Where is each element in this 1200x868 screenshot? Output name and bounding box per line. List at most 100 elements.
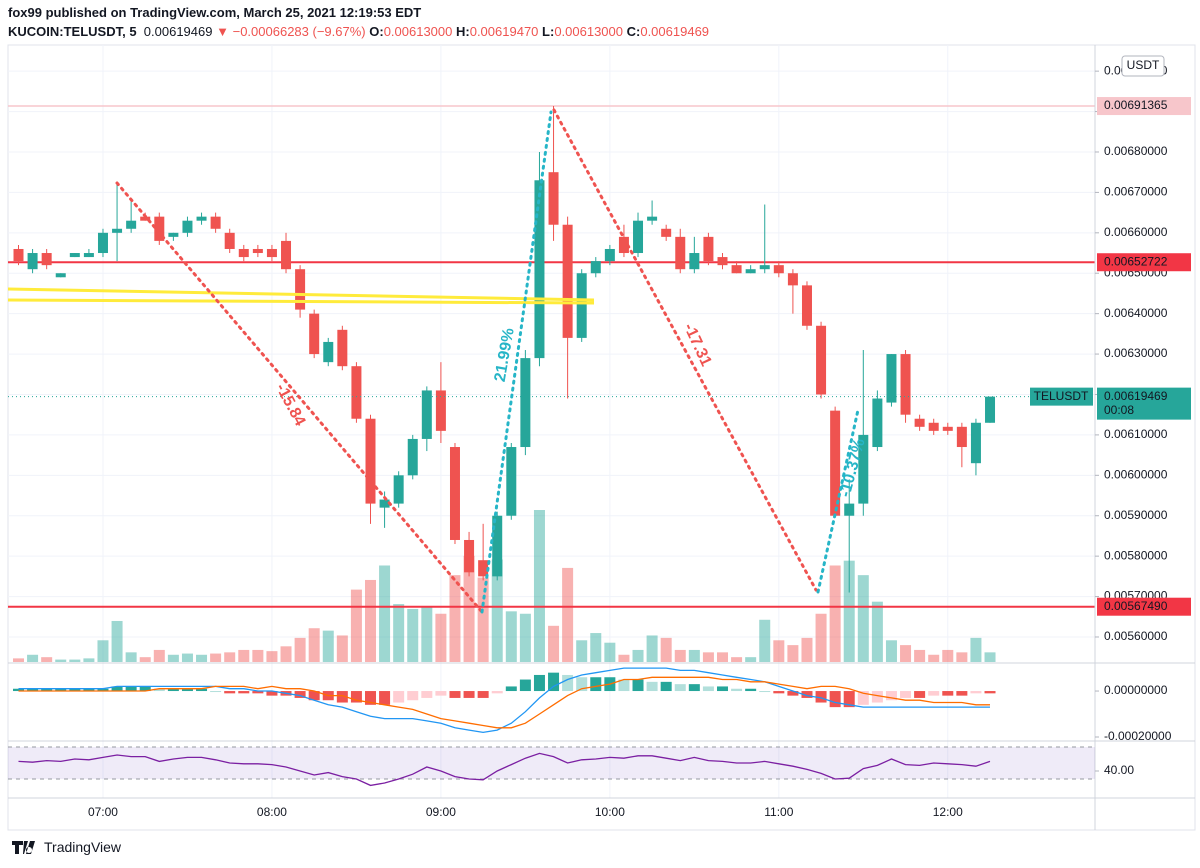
macd-histogram-bar (336, 691, 348, 703)
price-badge-label: 0.00619469 (1104, 389, 1168, 403)
volume-bar (717, 652, 728, 662)
candle-body (872, 398, 883, 448)
candle-body (773, 265, 784, 274)
macd-histogram-bar (928, 691, 940, 696)
header: fox99 published on TradingView.com, Marc… (8, 3, 709, 41)
y-tick-label: 0.00660000 (1104, 225, 1168, 239)
volume-bar (843, 560, 855, 662)
volume-bar (336, 635, 348, 662)
macd-histogram-bar (69, 688, 81, 692)
symbol-line: KUCOIN:TELUSDT, 5 0.00619469 ▼ −0.000662… (8, 22, 709, 41)
price-badge (1097, 97, 1191, 116)
macd-histogram-bar (618, 679, 630, 692)
volume-bar (970, 637, 982, 662)
volume-bar (449, 575, 461, 662)
candle-body (182, 220, 193, 233)
candle-body (365, 418, 376, 504)
volume-bar (238, 649, 250, 662)
y-tick-label: -0.00020000 (1104, 729, 1172, 743)
volume-bar (519, 613, 531, 662)
candle-body (590, 261, 601, 274)
candle-body (618, 236, 629, 254)
volume-bar (210, 653, 222, 662)
macd-histogram-bar (885, 691, 897, 701)
candle-body (83, 253, 94, 258)
candle-body (393, 475, 404, 504)
volume-bar (252, 649, 264, 662)
candle-body (956, 426, 967, 448)
y-tick-label: 0.00000000 (1104, 683, 1168, 697)
macd-histogram-bar (843, 691, 855, 708)
macd-histogram-bar (196, 688, 208, 692)
volume-bar (477, 577, 489, 662)
candle-body (196, 216, 207, 221)
candle-body (351, 366, 362, 419)
macd-histogram-bar (181, 688, 193, 692)
candle-body (337, 329, 348, 367)
volume-bar (632, 649, 644, 662)
price-badge (1097, 387, 1191, 420)
x-tick-label: 09:00 (426, 805, 456, 819)
volume-bar (181, 653, 193, 662)
candle-body (97, 232, 108, 254)
main-pane (8, 105, 1095, 662)
candle-body (266, 248, 277, 258)
candle-body (675, 236, 686, 270)
volume-bar (111, 620, 123, 662)
candle-body (140, 216, 151, 221)
candle-body (478, 560, 489, 577)
macd-histogram-bar (153, 688, 165, 692)
macd-histogram-bar (533, 674, 545, 692)
macd-histogram-bar (505, 686, 517, 692)
macd-histogram-bar (294, 691, 306, 698)
candle-body (928, 422, 939, 431)
volume-bar (801, 637, 813, 662)
volume-bar (125, 652, 137, 662)
y-tick-label: 0.00590000 (1104, 508, 1168, 522)
macd-histogram-bar (745, 688, 757, 692)
measure-line (552, 108, 818, 592)
volume-bar (857, 575, 869, 662)
candle-body (421, 390, 432, 439)
countdown: 00:08 (1104, 403, 1134, 417)
price-badge (1097, 253, 1191, 272)
volume-bar (350, 589, 362, 662)
macd-histogram-bar (519, 679, 531, 692)
candle-body (801, 285, 812, 326)
candle-body (13, 248, 24, 262)
macd-histogram-bar (956, 691, 968, 696)
y-tick-label: 0.00600000 (1104, 467, 1168, 481)
volume-bar (984, 652, 996, 662)
macd-histogram-bar (829, 691, 841, 708)
macd-histogram-bar (111, 686, 123, 692)
candle-body (886, 354, 897, 403)
volume-bar (379, 565, 391, 662)
volume-bar (829, 565, 841, 662)
macd-histogram-bar (590, 677, 602, 692)
candle-body (464, 539, 475, 573)
macd-histogram-bar (13, 688, 24, 692)
macd-histogram-bar (942, 691, 954, 696)
volume-bar (407, 608, 419, 662)
macd-histogram-bar (702, 686, 714, 692)
macd-histogram-bar (900, 691, 912, 698)
candle-body (506, 447, 517, 516)
volume-bar (505, 611, 517, 662)
change-arrow: ▼ (216, 24, 229, 39)
brand: TradingView (44, 839, 122, 855)
macd-histogram-bar (393, 691, 405, 703)
candle-body (323, 341, 334, 363)
y-tick-label: 0.00610000 (1104, 427, 1168, 441)
volume-bar (153, 649, 165, 662)
macd-histogram-bar (576, 677, 588, 692)
macd-histogram-bar (984, 691, 996, 694)
volume-bar (491, 559, 503, 662)
measure-line (816, 408, 860, 594)
macd-histogram-bar (646, 681, 658, 692)
volume-bar (41, 657, 53, 662)
candle-body (309, 313, 320, 355)
macd-histogram-bar (139, 686, 151, 692)
price-badges: 0.00691365 0.00652722 0.00567490 TELUSDT 0.0… (1030, 97, 1191, 616)
volume-bar (97, 640, 109, 662)
